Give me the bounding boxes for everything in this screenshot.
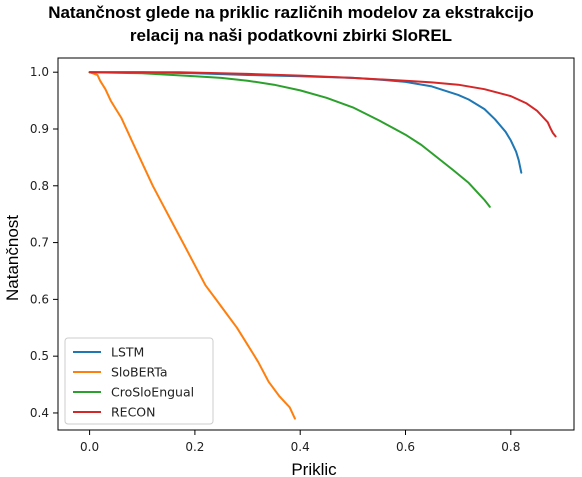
legend-label-lstm: LSTM [111, 345, 144, 360]
chart-title-line-1: Natančnost glede na priklic različnih mo… [48, 3, 534, 22]
x-tick-label: 0.0 [80, 440, 99, 454]
series-lines [88, 71, 557, 420]
x-axis-ticks: 0.0 0.2 0.4 0.6 0.8 [80, 430, 520, 454]
y-tick-label: 0.8 [30, 179, 49, 193]
x-tick-label: 0.8 [501, 440, 520, 454]
plot-area-frame [57, 57, 575, 431]
chart-title-line-2: relacij na naši podatkovni zbirki SloREL [130, 26, 452, 45]
x-tick-label: 0.6 [396, 440, 415, 454]
y-tick-label: 0.5 [30, 349, 49, 363]
y-axis-ticks: 0.4 0.5 0.6 0.7 0.8 0.9 1.0 [30, 65, 58, 420]
legend-label-crosloengual: CroSloEngual [111, 385, 194, 400]
y-axis-label: Natančnost [3, 215, 22, 301]
legend-label-recon: RECON [111, 405, 156, 420]
series-line-recon [88, 71, 557, 138]
series-line-crosloengual [88, 71, 491, 208]
y-tick-label: 1.0 [30, 65, 49, 79]
legend: LSTM SloBERTa CroSloEngual RECON [64, 337, 214, 425]
series-line-lstm [88, 71, 523, 174]
x-tick-label: 0.2 [185, 440, 204, 454]
y-tick-label: 0.9 [30, 122, 49, 136]
y-tick-label: 0.7 [30, 236, 49, 250]
series-line-sloberta [88, 71, 296, 420]
x-axis-label: Priklic [291, 460, 337, 477]
legend-box [64, 337, 214, 425]
y-tick-label: 0.6 [30, 292, 49, 306]
legend-label-sloberta: SloBERTa [111, 365, 168, 380]
y-tick-label: 0.4 [30, 406, 49, 420]
x-tick-label: 0.4 [291, 440, 310, 454]
